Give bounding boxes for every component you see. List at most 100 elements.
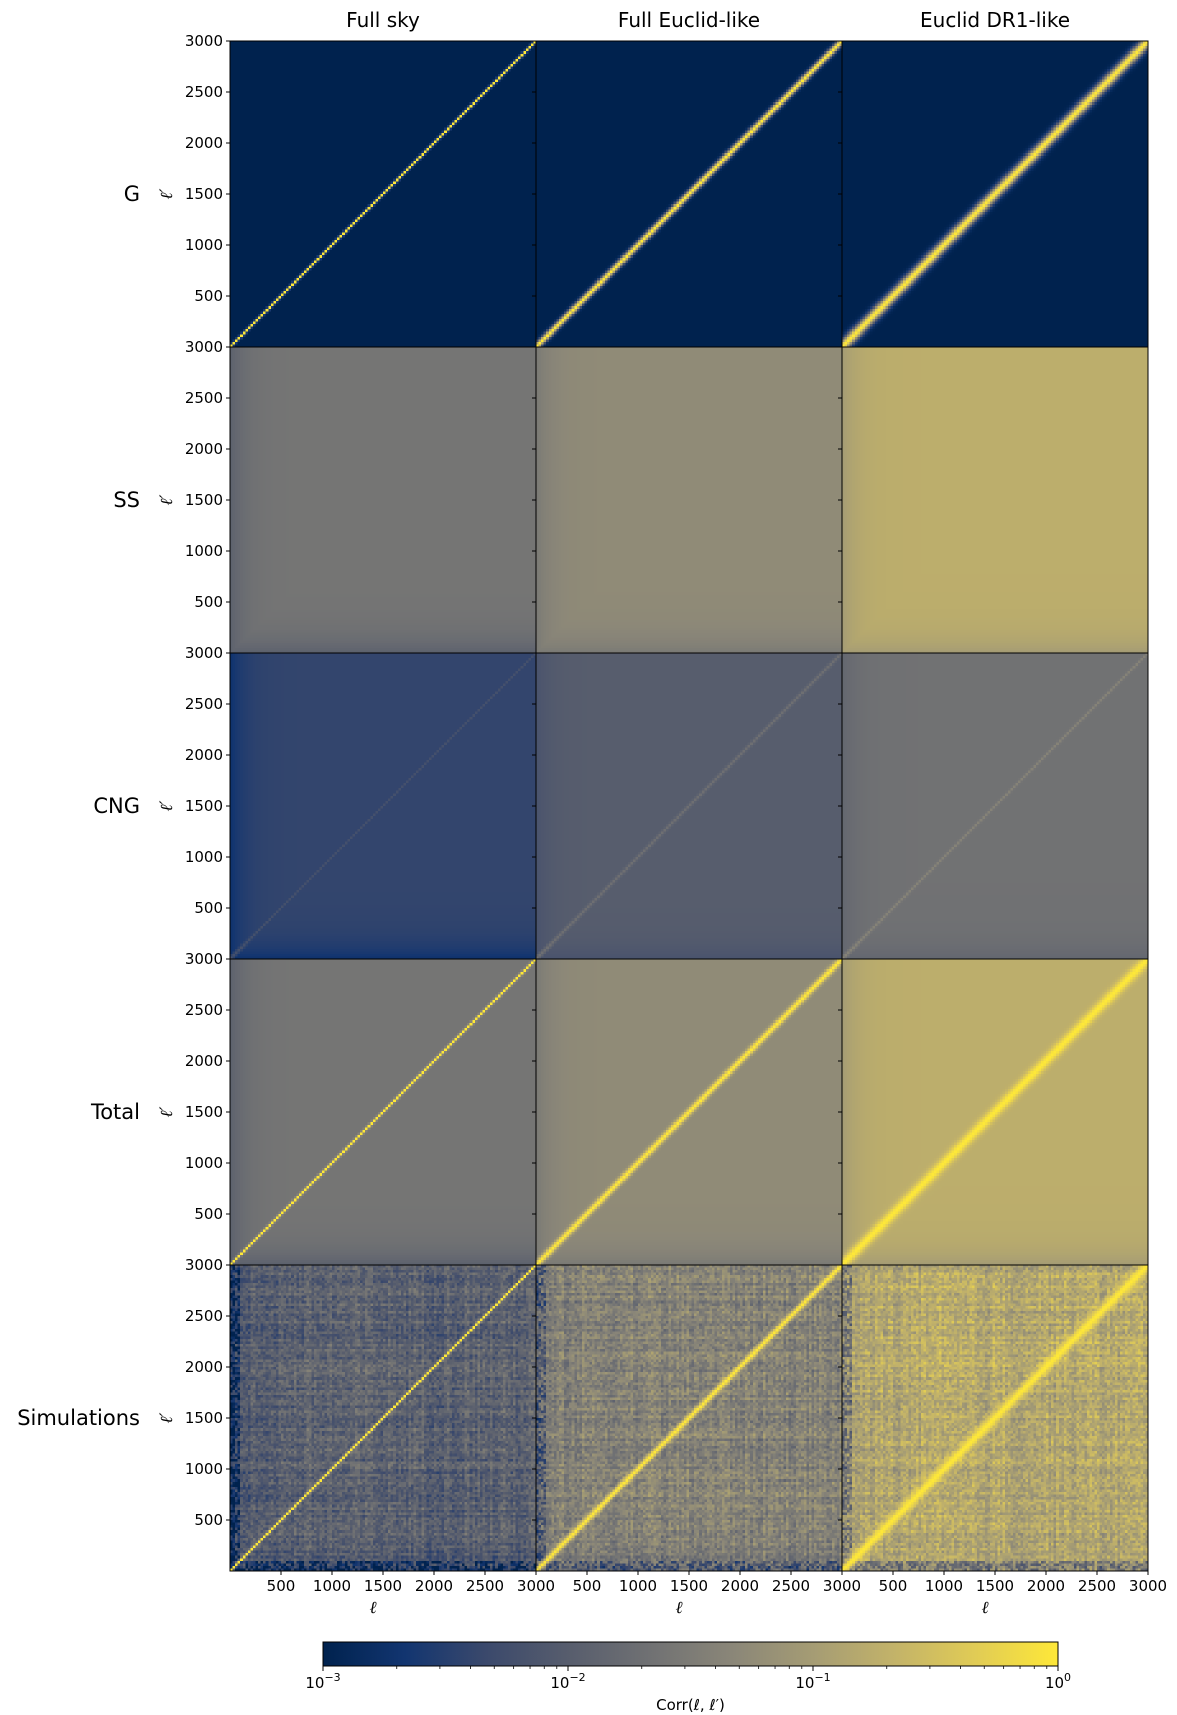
x-tick-label: 1500 [976,1577,1014,1595]
y-tick-label: 2500 [185,389,223,407]
panel-cng-2 [532,652,843,960]
x-axis-label: ℓ [675,1598,682,1618]
heatmap-image [536,959,842,1265]
x-tick-label: 2000 [721,1577,759,1595]
x-tick-label: 2000 [1027,1577,1065,1595]
y-tick-label: 1500 [185,185,223,203]
heatmap-image [842,653,1148,959]
colorbar-bar [322,1641,1059,1667]
x-tick-label: 2500 [1078,1577,1116,1595]
y-axis-label: ℓ′ [157,1106,177,1117]
x-tick-label: 1000 [619,1577,657,1595]
colorbar-tick-label: 10−3 [305,1671,340,1692]
x-tick-label: 1000 [925,1577,963,1595]
y-axis-label: ℓ′ [157,494,177,505]
heatmap-image [230,959,536,1265]
panel-total-2 [532,958,843,1266]
colorbar: 10−3 10−2 10−1 100 Corr(ℓ, ℓ′) [305,1641,1071,1714]
y-tick-label: 2000 [185,1358,223,1376]
heatmap-image [842,347,1148,653]
row-title: G [124,182,140,206]
x-tick-label: 500 [879,1577,908,1595]
y-axis-label: ℓ′ [157,1412,177,1423]
y-tick-label: 2000 [185,134,223,152]
x-tick-label: 1500 [364,1577,402,1595]
panel-simulations-2 [532,1264,843,1575]
panel-ss-2 [532,346,843,654]
y-tick-label: 500 [194,1205,223,1223]
y-tick-label: 1000 [185,236,223,254]
panel-g-1 [226,40,537,348]
colorbar-tick-label: 10−2 [550,1671,585,1692]
heatmap-image [536,347,842,653]
x-tick-label: 3000 [823,1577,861,1595]
y-tick-label: 2000 [185,746,223,764]
panel-simulations-1 [226,1264,537,1575]
panel-total-1 [226,958,537,1266]
y-tick-label: 2000 [185,440,223,458]
column-title: Full sky [346,8,420,32]
panel-g-3 [838,40,1149,348]
heatmap-image [230,41,536,347]
heatmap-image [230,347,536,653]
y-tick-label: 1500 [185,1409,223,1427]
y-tick-label: 1000 [185,1460,223,1478]
y-axis-label: ℓ′ [157,800,177,811]
y-tick-label: 500 [194,899,223,917]
y-tick-label: 1500 [185,1103,223,1121]
y-tick-label: 1000 [185,848,223,866]
x-tick-label: 3000 [517,1577,555,1595]
row-title: Total [90,1100,140,1124]
y-tick-label: 2500 [185,1307,223,1325]
panel-ss-1 [226,346,537,654]
x-tick-label: 2500 [466,1577,504,1595]
x-tick-label: 2000 [415,1577,453,1595]
y-tick-label: 1500 [185,797,223,815]
panel-g-2 [532,40,843,348]
heatmap-image [842,41,1148,347]
colorbar-tick-label: 100 [1045,1671,1071,1692]
y-tick-label: 500 [194,593,223,611]
column-title: Euclid DR1-like [920,8,1070,32]
y-tick-label: 3000 [185,644,223,662]
y-tick-label: 1000 [185,1154,223,1172]
y-tick-label: 3000 [185,1256,223,1274]
y-tick-label: 3000 [185,338,223,356]
panel-ss-3 [838,346,1149,654]
heatmap-image [230,653,536,959]
x-tick-label: 2500 [772,1577,810,1595]
panel-cng-3 [838,652,1149,960]
y-tick-label: 500 [194,287,223,305]
y-tick-label: 3000 [185,950,223,968]
x-tick-label: 1000 [313,1577,351,1595]
heatmap-image [842,959,1148,1265]
x-tick-label: 1500 [670,1577,708,1595]
y-tick-label: 1500 [185,491,223,509]
x-tick-label: 500 [573,1577,602,1595]
colorbar-tick-label: 10−1 [795,1671,830,1692]
x-axis-label: ℓ [981,1598,988,1618]
colorbar-label: Corr(ℓ, ℓ′) [656,1696,725,1714]
row-title: Simulations [17,1406,140,1430]
row-title: CNG [93,794,140,818]
y-tick-label: 2500 [185,1001,223,1019]
x-tick-label: 500 [267,1577,296,1595]
x-axis-label: ℓ [369,1598,376,1618]
y-tick-label: 2500 [185,695,223,713]
heatmap-image [536,41,842,347]
heatmap-image [842,1265,1148,1571]
heatmap-image [230,1265,536,1571]
column-title: Full Euclid-like [618,8,760,32]
y-tick-label: 500 [194,1511,223,1529]
row-title: SS [113,488,140,512]
panel-total-3 [838,958,1149,1266]
x-tick-label: 3000 [1129,1577,1167,1595]
panel-cng-1 [226,652,537,960]
y-tick-label: 3000 [185,32,223,50]
y-tick-label: 1000 [185,542,223,560]
y-tick-label: 2000 [185,1052,223,1070]
y-tick-label: 2500 [185,83,223,101]
heatmap-image [536,653,842,959]
